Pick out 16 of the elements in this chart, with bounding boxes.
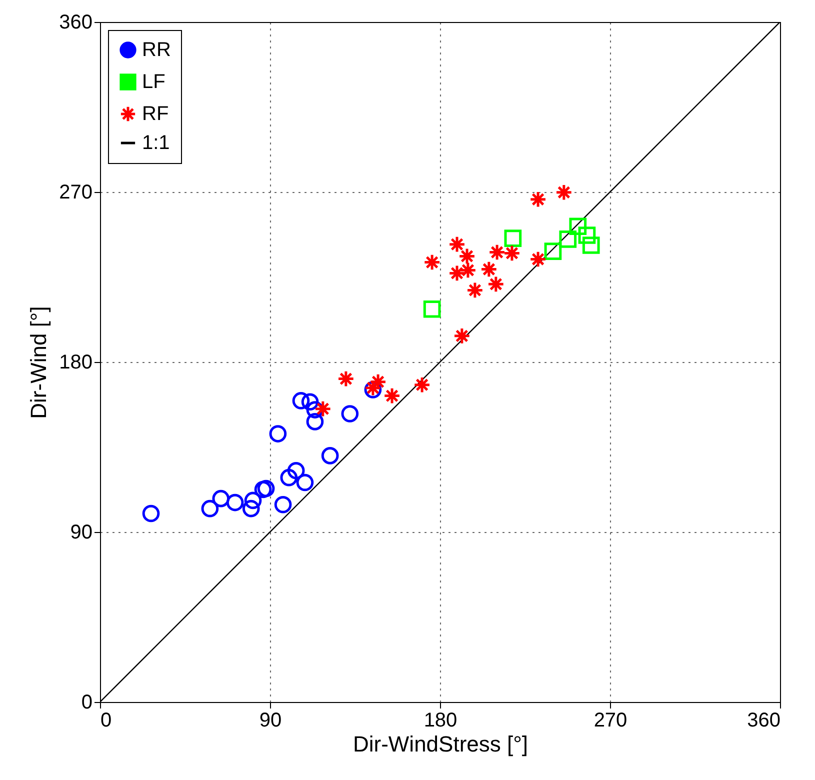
y-tick-label: 360 (59, 12, 92, 34)
x-tick-label: 360 (747, 710, 780, 732)
y-tick-label: 270 (59, 182, 92, 204)
y-axis-title: Dir-Wind [°] (26, 306, 52, 419)
legend-label: 1:1 (142, 132, 170, 154)
y-tick-label: 0 (81, 692, 92, 714)
x-tick-label: 0 (100, 710, 112, 732)
legend-label: RF (142, 103, 169, 125)
y-tick-label: 180 (59, 352, 92, 374)
legend-label: RR (142, 39, 171, 61)
x-axis-title: Dir-WindStress [°] (352, 732, 528, 756)
x-tick-label: 90 (259, 710, 282, 732)
x-tick-label: 180 (424, 710, 458, 732)
x-tick-label: 270 (594, 710, 628, 732)
y-tick-label: 90 (70, 522, 92, 544)
legend-label: LF (142, 71, 166, 93)
